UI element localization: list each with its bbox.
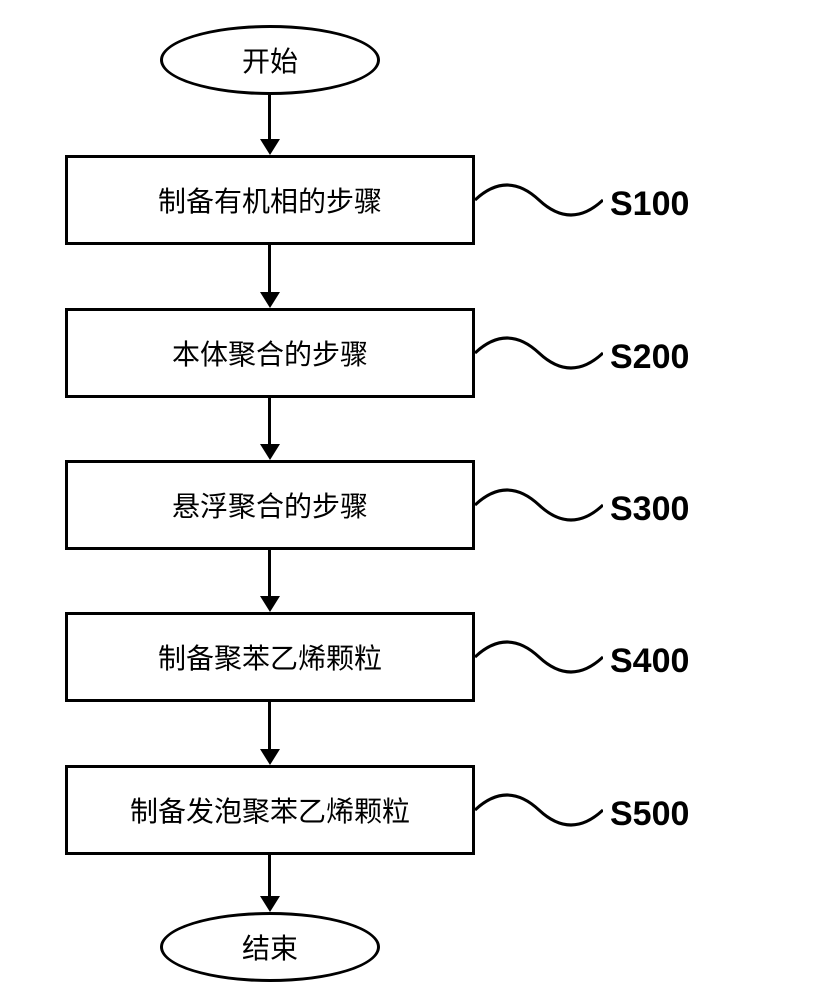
process-s100: 制备有机相的步骤 xyxy=(65,155,475,245)
step-label-s100: S100 xyxy=(610,185,689,224)
connector-s300 xyxy=(475,480,603,528)
arrow-s200-s300 xyxy=(268,398,271,456)
connector-s400 xyxy=(475,632,603,680)
process-s200-label: 本体聚合的步骤 xyxy=(172,333,368,373)
arrow-start-s100 xyxy=(268,95,271,151)
step-label-s500: S500 xyxy=(610,795,689,834)
connector-s200 xyxy=(475,328,603,376)
step-label-s300: S300 xyxy=(610,490,689,529)
start-label: 开始 xyxy=(242,40,298,80)
end-label: 结束 xyxy=(242,927,298,967)
step-label-s200: S200 xyxy=(610,338,689,377)
step-label-s400: S400 xyxy=(610,642,689,681)
process-s400-label: 制备聚苯乙烯颗粒 xyxy=(158,637,382,677)
process-s300-label: 悬浮聚合的步骤 xyxy=(172,485,368,525)
start-terminal: 开始 xyxy=(160,25,380,95)
arrow-s400-s500 xyxy=(268,702,271,761)
arrow-s500-end xyxy=(268,855,271,908)
arrow-s100-s200 xyxy=(268,245,271,304)
process-s200: 本体聚合的步骤 xyxy=(65,308,475,398)
arrow-s300-s400 xyxy=(268,550,271,608)
process-s100-label: 制备有机相的步骤 xyxy=(158,180,382,220)
connector-s500 xyxy=(475,785,603,833)
process-s400: 制备聚苯乙烯颗粒 xyxy=(65,612,475,702)
connector-s100 xyxy=(475,175,603,223)
end-terminal: 结束 xyxy=(160,912,380,982)
process-s300: 悬浮聚合的步骤 xyxy=(65,460,475,550)
flowchart-canvas: 开始 制备有机相的步骤 S100 本体聚合的步骤 S200 悬浮聚合的步骤 S3… xyxy=(0,0,827,1000)
process-s500-label: 制备发泡聚苯乙烯颗粒 xyxy=(130,790,410,830)
process-s500: 制备发泡聚苯乙烯颗粒 xyxy=(65,765,475,855)
